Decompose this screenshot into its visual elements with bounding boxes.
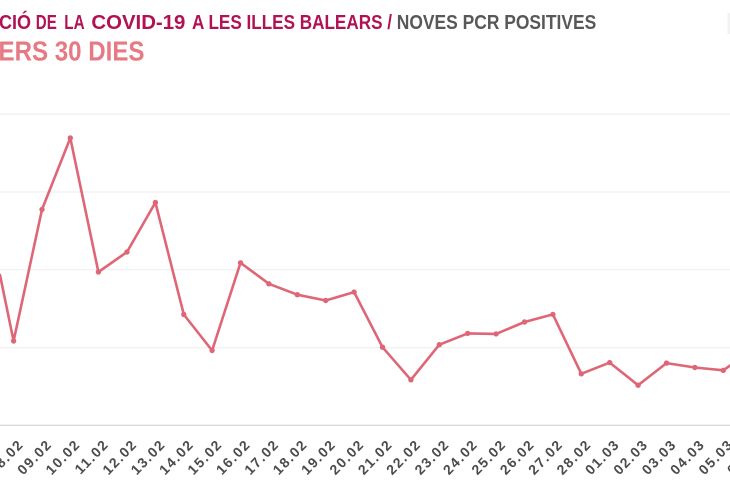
svg-text:ERS 30 DIES: ERS 30 DIES <box>0 35 145 66</box>
